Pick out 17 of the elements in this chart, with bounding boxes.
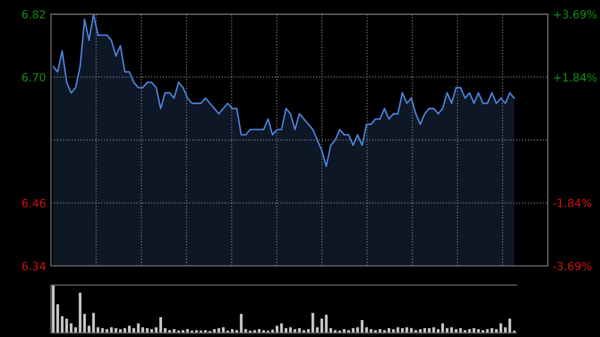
bar xyxy=(508,318,512,333)
bar xyxy=(60,316,64,333)
y-tick-label: 6.82 xyxy=(22,10,46,19)
y-tick-label: 6.34 xyxy=(22,262,46,270)
bar xyxy=(312,312,314,333)
y-tick-label: 6.70 xyxy=(22,73,46,82)
y2-tick-label: +1.84% xyxy=(554,73,597,82)
bar xyxy=(240,314,243,333)
bar xyxy=(159,317,162,333)
bar xyxy=(320,318,324,333)
bar xyxy=(56,304,60,333)
y2-tick-label: -1.84% xyxy=(553,198,592,208)
bar xyxy=(324,314,328,333)
y2-tick-label: -3.69% xyxy=(553,262,592,270)
y2-tick-label: +3.69% xyxy=(554,10,597,19)
bar xyxy=(65,318,68,333)
y-tick-label: 6.46 xyxy=(22,198,46,208)
